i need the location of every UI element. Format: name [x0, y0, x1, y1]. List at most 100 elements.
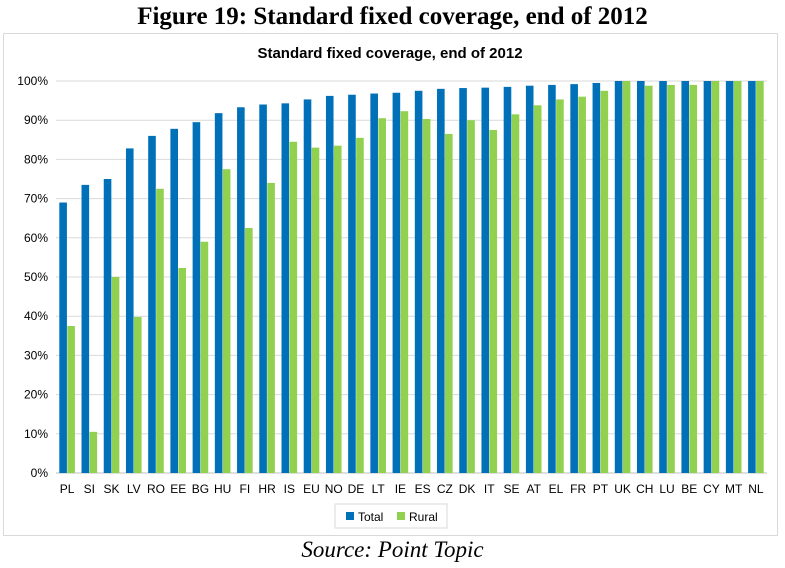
figure-title: Figure 19: Standard fixed coverage, end …: [137, 3, 648, 30]
bar-rural-pl: [67, 326, 75, 473]
y-tick-label: 40%: [24, 309, 48, 323]
bar-rural-ro: [156, 188, 164, 474]
x-tick-label: LV: [127, 482, 141, 496]
bar-rural-hr: [267, 182, 275, 474]
x-tick-label: SE: [503, 482, 519, 496]
x-tick-label: ES: [415, 482, 431, 496]
bar-total-pt: [592, 82, 601, 474]
bar-rural-fi: [245, 228, 253, 473]
x-tick-label: CZ: [437, 482, 453, 496]
bar-total-fr: [570, 84, 578, 474]
bar-total-hr: [259, 104, 267, 474]
bar-total-ee: [170, 128, 179, 473]
x-tick-label: FI: [240, 482, 251, 496]
x-tick-label: SI: [84, 482, 95, 496]
y-tick-label: 90%: [24, 113, 48, 127]
x-tick-label: IT: [484, 482, 495, 496]
bar-rural-nl: [756, 81, 764, 473]
x-tick-label: HR: [258, 482, 276, 496]
bar-rural-lt: [378, 118, 386, 474]
bar-total-lt: [370, 93, 378, 473]
y-tick-label: 60%: [24, 231, 48, 245]
bar-total-mt: [725, 81, 734, 473]
bar-total-pl: [59, 202, 67, 473]
bar-total-cy: [703, 81, 712, 473]
legend-label-total: Total: [358, 510, 383, 524]
bar-total-is: [281, 103, 290, 474]
bar-total-it: [481, 87, 490, 473]
source-note: Source: Point Topic: [301, 537, 484, 562]
bar-total-se: [503, 86, 512, 473]
y-tick-label: 20%: [24, 388, 48, 402]
y-tick-label: 50%: [24, 270, 48, 284]
bar-rural-cy: [711, 81, 720, 473]
y-tick-label: 100%: [17, 74, 48, 88]
bar-rural-cz: [445, 133, 453, 474]
bar-rural-se: [511, 114, 520, 473]
bar-rural-es: [422, 119, 431, 474]
chart-title: Standard fixed coverage, end of 2012: [257, 45, 522, 62]
x-tick-label: PL: [60, 482, 75, 496]
bar-total-lv: [125, 148, 134, 473]
x-tick-label: EL: [549, 482, 564, 496]
bar-rural-uk: [622, 81, 631, 473]
x-tick-label: AT: [526, 482, 541, 496]
x-tick-label: BE: [681, 482, 697, 496]
x-tick-label: LU: [659, 482, 674, 496]
bar-rural-be: [689, 84, 698, 474]
x-tick-label: NO: [325, 482, 343, 496]
x-tick-label: LT: [372, 482, 386, 496]
x-tick-label: SK: [104, 482, 120, 496]
legend-swatch-rural: [397, 512, 405, 520]
bar-rural-hu: [222, 169, 231, 473]
x-tick-label: HU: [214, 482, 231, 496]
bar-rural-it: [489, 130, 498, 473]
bar-total-no: [325, 95, 334, 473]
bar-rural-eu: [311, 147, 320, 473]
bar-total-si: [81, 184, 90, 473]
legend: Total Rural: [334, 503, 448, 529]
bar-total-ie: [392, 92, 401, 473]
bar-rural-no: [333, 145, 342, 473]
bar-rural-de: [356, 137, 364, 473]
bar-rural-fr: [578, 96, 586, 474]
y-tick-label: 30%: [24, 348, 48, 362]
bar-rural-ie: [400, 111, 409, 474]
bar-rural-lv: [133, 316, 142, 473]
bar-rural-el: [556, 99, 564, 473]
bar-total-be: [681, 81, 690, 473]
x-tick-label: PT: [593, 482, 609, 496]
bar-rural-sk: [111, 277, 120, 473]
bar-rural-is: [289, 141, 298, 473]
y-tick-label: 80%: [24, 152, 48, 166]
bar-total-cz: [437, 88, 445, 473]
bar-total-hu: [214, 113, 223, 474]
bar-total-lu: [659, 81, 667, 473]
x-tick-label: IS: [284, 482, 295, 496]
x-axis-ticks: PL SI SK LV RO EE BG HU FI HR IS EU NO DE LT IE ES CZ DK IT…: [60, 482, 764, 496]
bar-total-ro: [148, 135, 156, 473]
y-tick-label: 70%: [24, 192, 48, 206]
y-tick-label: 10%: [24, 427, 48, 441]
bar-total-de: [348, 94, 356, 473]
legend-label-rural: Rural: [409, 510, 438, 524]
bar-total-uk: [614, 81, 623, 473]
bar-rural-dk: [467, 120, 475, 473]
bar-rural-ee: [178, 267, 187, 473]
legend-swatch-total: [346, 512, 354, 520]
x-tick-label: FR: [570, 482, 586, 496]
bar-total-dk: [459, 88, 467, 473]
bar-total-at: [525, 85, 534, 474]
bar-total-fi: [237, 107, 245, 473]
bar-total-nl: [748, 81, 756, 473]
bar-total-ch: [636, 81, 645, 473]
x-tick-label: DK: [459, 482, 476, 496]
x-tick-label: RO: [147, 482, 165, 496]
chart-frame: Standard fixed coverage, end of 2012 0% 1…: [3, 33, 778, 536]
bar-rural-lu: [667, 84, 675, 474]
bar-total-el: [548, 84, 556, 474]
x-tick-label: BG: [192, 482, 209, 496]
x-tick-label: CH: [636, 482, 653, 496]
x-tick-label: CY: [703, 482, 720, 496]
bar-total-es: [414, 90, 423, 474]
